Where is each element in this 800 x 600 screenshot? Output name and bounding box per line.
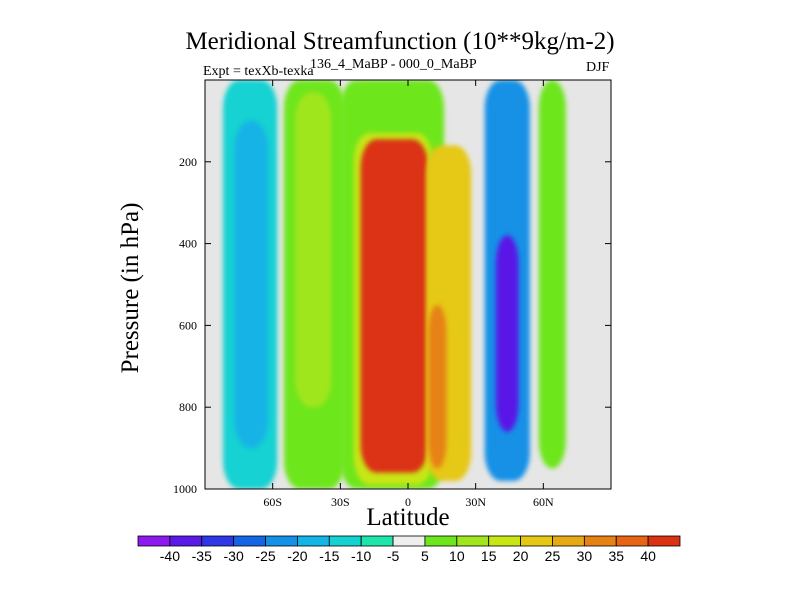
field-region-8 [428, 304, 447, 469]
y-tick-label-3: 800 [179, 400, 197, 414]
colorbar-box-11 [488, 535, 521, 547]
colorbar-box-8 [392, 535, 426, 547]
colorbar-box-3 [233, 535, 266, 547]
colorbar-label-8: 5 [421, 548, 429, 564]
field-region-3 [295, 92, 332, 408]
y-tick-label-2: 600 [179, 318, 197, 332]
colorbar-box-5 [297, 535, 330, 547]
colorbar-label-9: 10 [449, 548, 465, 564]
field-region-10 [495, 235, 519, 432]
colorbar-label-6: -10 [351, 548, 371, 564]
x-tick-label-4: 60N [533, 495, 554, 509]
colorbar-box-14 [583, 535, 617, 547]
season-annotation: DJF [586, 60, 610, 75]
colorbar-box-1 [169, 535, 203, 547]
colorbar-label-15: 40 [640, 548, 656, 564]
experiment-annotation: Expt = texXb-texka [203, 64, 314, 79]
colorbar-label-0: -40 [160, 548, 180, 564]
colorbar-box-9 [424, 535, 458, 547]
chart-title: Meridional Streamfunction (10**9kg/m-2) [185, 28, 615, 55]
colorbar-box-16 [647, 535, 681, 547]
colorbar-box-0 [137, 535, 171, 547]
colorbar-box-4 [265, 535, 298, 547]
x-axis-label: Latitude [366, 504, 450, 531]
colorbar-label-7: -5 [387, 548, 400, 564]
y-tick-label-0: 200 [179, 155, 197, 169]
colorbar-box-7 [360, 535, 394, 547]
field-region-6 [360, 139, 429, 473]
colorbar-label-3: -25 [255, 548, 275, 564]
colorbar-label-10: 15 [481, 548, 497, 564]
colorbar-box-13 [552, 535, 585, 547]
colorbar-label-1: -35 [192, 548, 212, 564]
chart-subtitle: 136_4_MaBP - 000_0_MaBP [310, 57, 477, 72]
x-tick-label-3: 30N [465, 495, 486, 509]
colorbar-label-12: 25 [545, 548, 561, 564]
colorbar-box-15 [615, 535, 649, 547]
colorbar-label-5: -15 [319, 548, 339, 564]
x-tick-label-1: 30S [331, 495, 350, 509]
colorbar-box-2 [201, 535, 235, 547]
field-region-11 [538, 80, 566, 469]
y-tick-label-1: 400 [179, 237, 197, 251]
y-tick-label-4: 1000 [173, 482, 197, 496]
x-tick-label-2: 0 [405, 495, 411, 509]
colorbar-label-11: 20 [513, 548, 529, 564]
x-tick-label-0: 60S [263, 495, 282, 509]
colorbar-label-2: -30 [224, 548, 244, 564]
colorbar-label-13: 30 [577, 548, 593, 564]
colorbar-label-14: 35 [608, 548, 624, 564]
colorbar-box-10 [456, 535, 490, 547]
colorbar-box-12 [520, 535, 553, 547]
field-region-1 [234, 120, 269, 449]
colorbar-label-4: -20 [287, 548, 307, 564]
colorbar-box-6 [328, 535, 362, 547]
